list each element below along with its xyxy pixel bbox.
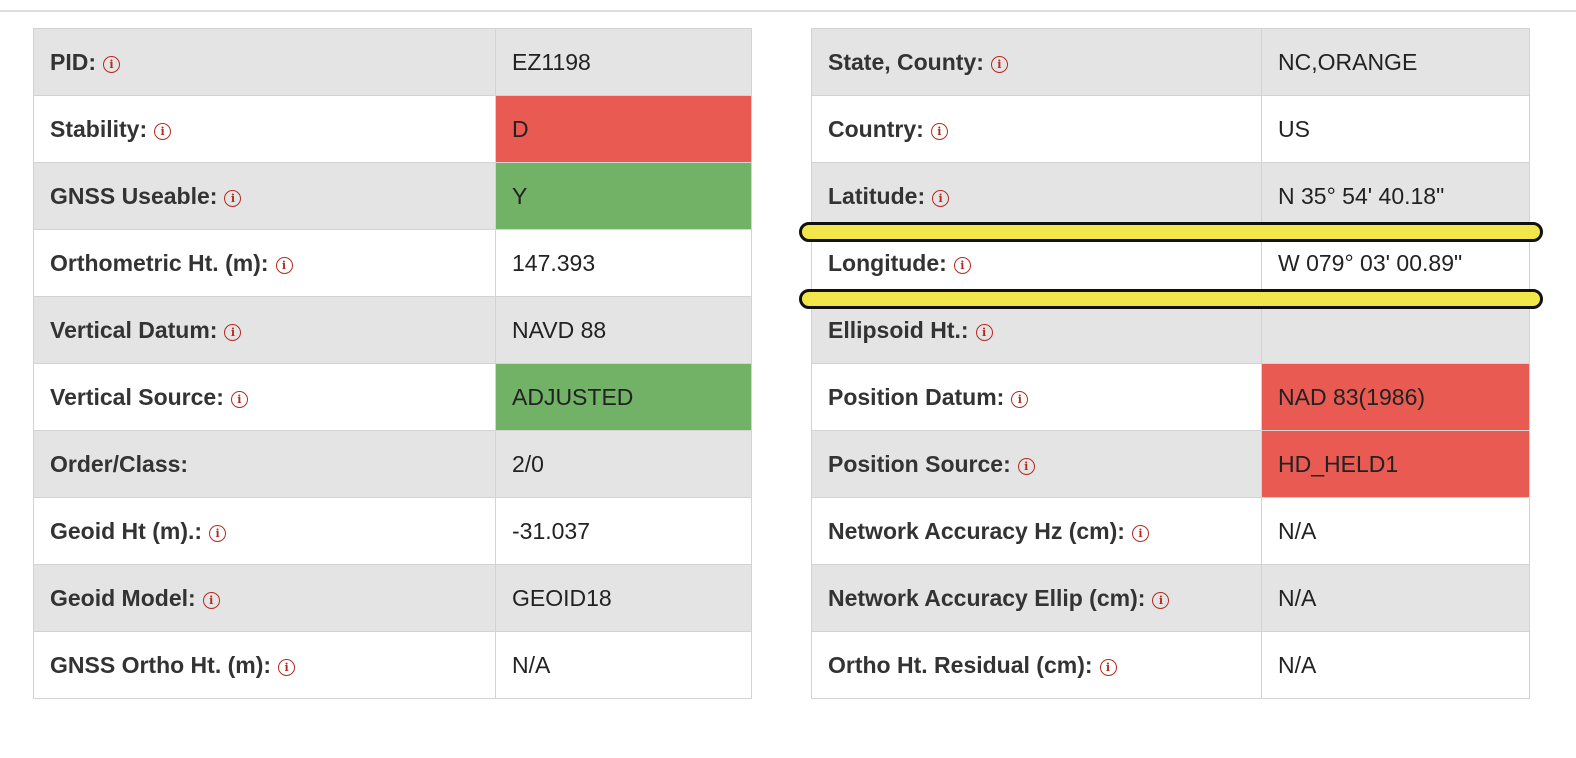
row-ortho-ht-residual-cm: Ortho Ht. Residual (cm): i N/A <box>811 631 1530 699</box>
info-icon[interactable]: i <box>1131 524 1149 542</box>
field-label-cell: State, County: i <box>811 28 1262 96</box>
info-icon[interactable]: i <box>1011 390 1029 408</box>
info-icon[interactable]: i <box>209 524 227 542</box>
highlight-bar-below-longitude <box>799 289 1543 309</box>
field-label: Geoid Ht (m).: <box>50 517 203 544</box>
field-value: HD_HELD1 <box>1261 430 1530 498</box>
info-icon[interactable]: i <box>154 122 172 140</box>
field-label-cell: Position Datum: i <box>811 363 1262 431</box>
field-label: PID: <box>50 48 96 75</box>
info-icon[interactable]: i <box>230 390 248 408</box>
field-label-cell: Orthometric Ht. (m): i <box>33 229 496 297</box>
field-label: Geoid Model: <box>50 584 196 611</box>
field-value: US <box>1261 95 1530 163</box>
field-label: Position Datum: <box>828 383 1005 410</box>
row-network-accuracy-ellip-cm: Network Accuracy Ellip (cm): i N/A <box>811 564 1530 632</box>
field-label-cell: Order/Class: <box>33 430 496 498</box>
field-label: State, County: <box>828 48 984 75</box>
field-label-cell: Country: i <box>811 95 1262 163</box>
field-label: Order/Class: <box>50 450 189 477</box>
row-gnss-useable: GNSS Useable: i Y <box>33 162 752 230</box>
info-icon[interactable]: i <box>278 658 296 676</box>
field-value: Y <box>495 162 752 230</box>
row-position-source: Position Source: i HD_HELD1 <box>811 430 1530 498</box>
field-value: 147.393 <box>495 229 752 297</box>
field-label: GNSS Useable: <box>50 182 218 209</box>
field-label: Stability: <box>50 115 148 142</box>
info-icon[interactable]: i <box>932 189 950 207</box>
field-value: N/A <box>495 631 752 699</box>
field-value: N 35° 54' 40.18" <box>1261 162 1530 230</box>
row-position-datum: Position Datum: i NAD 83(1986) <box>811 363 1530 431</box>
field-value: NC,ORANGE <box>1261 28 1530 96</box>
field-label: Ellipsoid Ht.: <box>828 316 969 343</box>
highlight-bar-above-longitude <box>799 222 1543 242</box>
field-label: GNSS Ortho Ht. (m): <box>50 651 272 678</box>
row-latitude: Latitude: i N 35° 54' 40.18" <box>811 162 1530 230</box>
row-network-accuracy-hz-cm: Network Accuracy Hz (cm): i N/A <box>811 497 1530 565</box>
field-label-cell: GNSS Useable: i <box>33 162 496 230</box>
field-label: Latitude: <box>828 182 926 209</box>
field-label-cell: Network Accuracy Hz (cm): i <box>811 497 1262 565</box>
info-icon[interactable]: i <box>224 189 242 207</box>
row-pid: PID: i EZ1198 <box>33 28 752 96</box>
info-icon[interactable]: i <box>953 256 971 274</box>
info-icon[interactable]: i <box>224 323 242 341</box>
field-value: EZ1198 <box>495 28 752 96</box>
info-icon[interactable]: i <box>975 323 993 341</box>
field-label: Network Accuracy Ellip (cm): <box>828 584 1146 611</box>
row-vertical-datum: Vertical Datum: i NAVD 88 <box>33 296 752 364</box>
info-icon[interactable]: i <box>202 591 220 609</box>
info-icon[interactable]: i <box>990 55 1008 73</box>
info-icon[interactable]: i <box>1099 658 1117 676</box>
field-value: -31.037 <box>495 497 752 565</box>
field-label-cell: GNSS Ortho Ht. (m): i <box>33 631 496 699</box>
info-icon[interactable]: i <box>1152 591 1170 609</box>
info-icon[interactable]: i <box>930 122 948 140</box>
field-label: Vertical Source: <box>50 383 224 410</box>
field-value: ADJUSTED <box>495 363 752 431</box>
field-label: Country: <box>828 115 924 142</box>
field-value: GEOID18 <box>495 564 752 632</box>
field-label-cell: Vertical Datum: i <box>33 296 496 364</box>
info-icon[interactable]: i <box>1017 457 1035 475</box>
field-label: Network Accuracy Hz (cm): <box>828 517 1125 544</box>
row-gnss-ortho-ht-m: GNSS Ortho Ht. (m): i N/A <box>33 631 752 699</box>
field-label-cell: Stability: i <box>33 95 496 163</box>
field-value: NAVD 88 <box>495 296 752 364</box>
row-state-county: State, County: i NC,ORANGE <box>811 28 1530 96</box>
field-value: N/A <box>1261 631 1530 699</box>
field-value: NAD 83(1986) <box>1261 363 1530 431</box>
field-label-cell: PID: i <box>33 28 496 96</box>
field-value: 2/0 <box>495 430 752 498</box>
info-icon[interactable]: i <box>103 55 120 73</box>
datasheet-table-right: State, County: i NC,ORANGE Country: i US Latit… <box>811 28 1530 699</box>
row-stability: Stability: i D <box>33 95 752 163</box>
field-label-cell: Network Accuracy Ellip (cm): i <box>811 564 1262 632</box>
field-label-cell: Ortho Ht. Residual (cm): i <box>811 631 1262 699</box>
top-divider <box>0 10 1576 12</box>
field-label: Orthometric Ht. (m): <box>50 249 269 276</box>
field-label: Ortho Ht. Residual (cm): <box>828 651 1093 678</box>
info-icon[interactable]: i <box>275 256 293 274</box>
row-geoid-model: Geoid Model: i GEOID18 <box>33 564 752 632</box>
row-geoid-ht-m: Geoid Ht (m).: i -31.037 <box>33 497 752 565</box>
field-label: Position Source: <box>828 450 1011 477</box>
field-value: D <box>495 95 752 163</box>
datasheet-table-left: PID: i EZ1198 Stability: i D GNSS Useable: i Y Or… <box>33 28 752 699</box>
field-label: Longitude: <box>828 249 947 276</box>
field-label-cell: Geoid Model: i <box>33 564 496 632</box>
row-vertical-source: Vertical Source: i ADJUSTED <box>33 363 752 431</box>
field-label-cell: Position Source: i <box>811 430 1262 498</box>
row-orthometric-ht-m: Orthometric Ht. (m): i 147.393 <box>33 229 752 297</box>
row-order-class: Order/Class: 2/0 <box>33 430 752 498</box>
field-label: Vertical Datum: <box>50 316 218 343</box>
field-label-cell: Latitude: i <box>811 162 1262 230</box>
field-value: N/A <box>1261 564 1530 632</box>
row-country: Country: i US <box>811 95 1530 163</box>
field-label-cell: Geoid Ht (m).: i <box>33 497 496 565</box>
field-label-cell: Vertical Source: i <box>33 363 496 431</box>
field-value: N/A <box>1261 497 1530 565</box>
